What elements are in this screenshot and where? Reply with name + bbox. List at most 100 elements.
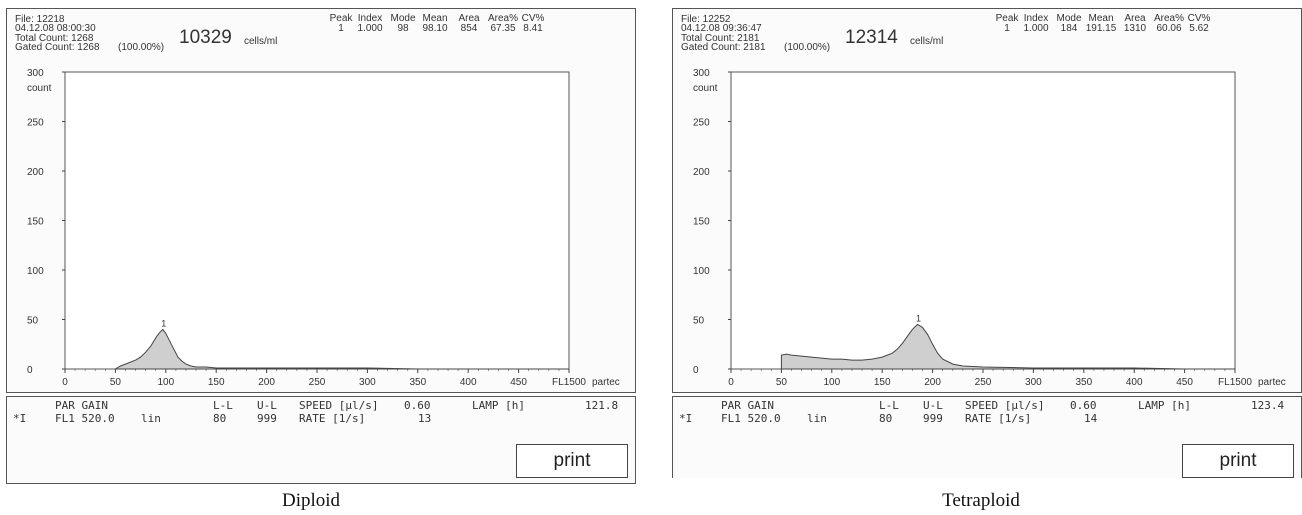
y-tick-label: 50 (27, 316, 39, 327)
channel-marker: *I (679, 412, 693, 425)
file-id: File: 12218 (15, 14, 65, 25)
stats-value-cv-pct: 5.62 (1189, 23, 1209, 34)
x-tick-label: 150 (874, 377, 891, 388)
stats-header-area: Area (1124, 13, 1146, 24)
y-tick-label: 200 (693, 167, 710, 178)
stats-value-mode: 184 (1060, 23, 1078, 34)
stats-value-area-pct: 60.06 (1156, 23, 1182, 34)
plot-area (64, 71, 570, 370)
peak-label: 1 (161, 318, 166, 328)
stats-header-index: Index (357, 13, 383, 24)
histogram-frame: File: 12252 04.12.08 09:36:47 Total Count:… (672, 8, 1302, 393)
histogram-panel-diploid: File: 12218 04.12.08 08:00:30 Total Count:… (6, 8, 638, 484)
histogram-series (780, 323, 1235, 370)
brand-label: partec (592, 377, 620, 388)
x-tick-label: 50 (776, 377, 788, 388)
par-gain-value: FL1 520.0 (55, 412, 115, 425)
print-button[interactable]: print (1182, 444, 1294, 478)
total-count: Total Count: 2181 (681, 33, 760, 44)
stats-header-mean: Mean (422, 13, 448, 24)
x-tick-label: 400 (460, 377, 477, 388)
stats-value-mean: 98.10 (422, 23, 448, 34)
par-gain-value: FL1 520.0 (721, 412, 781, 425)
stats-value-peak: 1 (1004, 23, 1010, 34)
histogram-frame: File: 12218 04.12.08 08:00:30 Total Count:… (6, 8, 636, 393)
rate-label: RATE [1/s] (965, 412, 1032, 425)
stats-value-area: 1310 (1123, 23, 1147, 34)
concentration-value: 12314 (845, 27, 898, 48)
upper-limit-header: U-L (923, 399, 943, 412)
y-axis-label: count (27, 83, 52, 94)
settings-panel: PAR GAIN L-L U-L SPEED [µl/s] 0.60 LAMP [h] 12… (6, 396, 636, 484)
x-tick-label: 200 (924, 377, 941, 388)
stats-header-cv-pct: CV% (521, 13, 545, 24)
x-tick-label: 350 (409, 377, 426, 388)
print-button[interactable]: print (516, 444, 628, 478)
y-tick-label: 0 (693, 365, 699, 376)
upper-limit-value: 999 (923, 412, 943, 425)
lamp-label: LAMP [h] (472, 399, 525, 412)
x-tick-label: 200 (258, 377, 275, 388)
concentration-unit: cells/ml (910, 36, 944, 47)
stats-header-mean: Mean (1088, 13, 1114, 24)
x-tick-label: 350 (1075, 377, 1092, 388)
x-tick-label: 300 (359, 377, 376, 388)
x-tick-label: 0 (62, 377, 68, 388)
total-count: Total Count: 1268 (15, 33, 94, 44)
file-id: File: 12252 (681, 14, 731, 25)
stats-value-cv-pct: 8.41 (523, 23, 543, 34)
x-tick-label: FL1500 (552, 377, 586, 388)
stats-header-peak: Peak (995, 13, 1019, 24)
y-tick-label: 300 (27, 68, 44, 79)
x-tick-label: 450 (1176, 377, 1193, 388)
gated-percent: (100.00%) (784, 42, 831, 53)
x-tick-label: 100 (823, 377, 840, 388)
rate-value: 14 (1084, 412, 1098, 425)
scale-mode: lin (141, 412, 161, 425)
stats-value-area-pct: 67.35 (490, 23, 516, 34)
stats-value-index: 1.000 (357, 23, 383, 34)
stats-header-area: Area (458, 13, 480, 24)
gated-count: Gated Count: 1268 (15, 42, 100, 53)
x-tick-label: 100 (157, 377, 174, 388)
y-tick-label: 100 (693, 266, 710, 277)
x-tick-label: FL1500 (1218, 377, 1252, 388)
scale-mode: lin (807, 412, 827, 425)
stats-header-index: Index (1023, 13, 1049, 24)
x-tick-label: 0 (728, 377, 734, 388)
stats-header-area-pct: Area% (487, 13, 518, 24)
histogram-panel-tetraploid: File: 12252 04.12.08 09:36:47 Total Count:… (672, 8, 1302, 478)
y-axis-label: count (693, 83, 718, 94)
stats-value-mean: 191.15 (1085, 23, 1117, 34)
gated-count: Gated Count: 2181 (681, 42, 766, 53)
speed-value: 0.60 (1070, 399, 1097, 412)
rate-label: RATE [1/s] (299, 412, 366, 425)
stats-value-area: 854 (460, 23, 478, 34)
stats-value-peak: 1 (338, 23, 344, 34)
y-tick-label: 100 (27, 266, 44, 277)
lower-limit-header: L-L (213, 399, 233, 412)
upper-limit-value: 999 (257, 412, 277, 425)
x-tick-label: 250 (975, 377, 992, 388)
stats-header-area-pct: Area% (1153, 13, 1184, 24)
y-tick-label: 150 (693, 217, 710, 228)
y-tick-label: 250 (693, 118, 710, 129)
rate-value: 13 (418, 412, 432, 425)
speed-label: SPEED [µl/s] (299, 399, 379, 412)
upper-limit-header: U-L (257, 399, 277, 412)
concentration-unit: cells/ml (244, 36, 278, 47)
gated-percent: (100.00%) (118, 42, 165, 53)
peak-label: 1 (916, 313, 921, 323)
x-tick-label: 300 (1025, 377, 1042, 388)
stats-header-mode: Mode (390, 13, 416, 24)
y-tick-label: 0 (27, 365, 33, 376)
stats-header-cv-pct: CV% (1187, 13, 1211, 24)
y-tick-label: 50 (693, 316, 705, 327)
lower-limit-header: L-L (879, 399, 899, 412)
lower-limit-value: 80 (879, 412, 893, 425)
histogram-chart: 0 50 100 150 200 250 300 350 400 450 FL1500 0 50 100 1… (693, 68, 1286, 388)
channel-marker: *I (13, 412, 27, 425)
stats-value-index: 1.000 (1023, 23, 1049, 34)
y-tick-label: 200 (27, 167, 44, 178)
par-gain-header: PAR GAIN (721, 399, 774, 412)
